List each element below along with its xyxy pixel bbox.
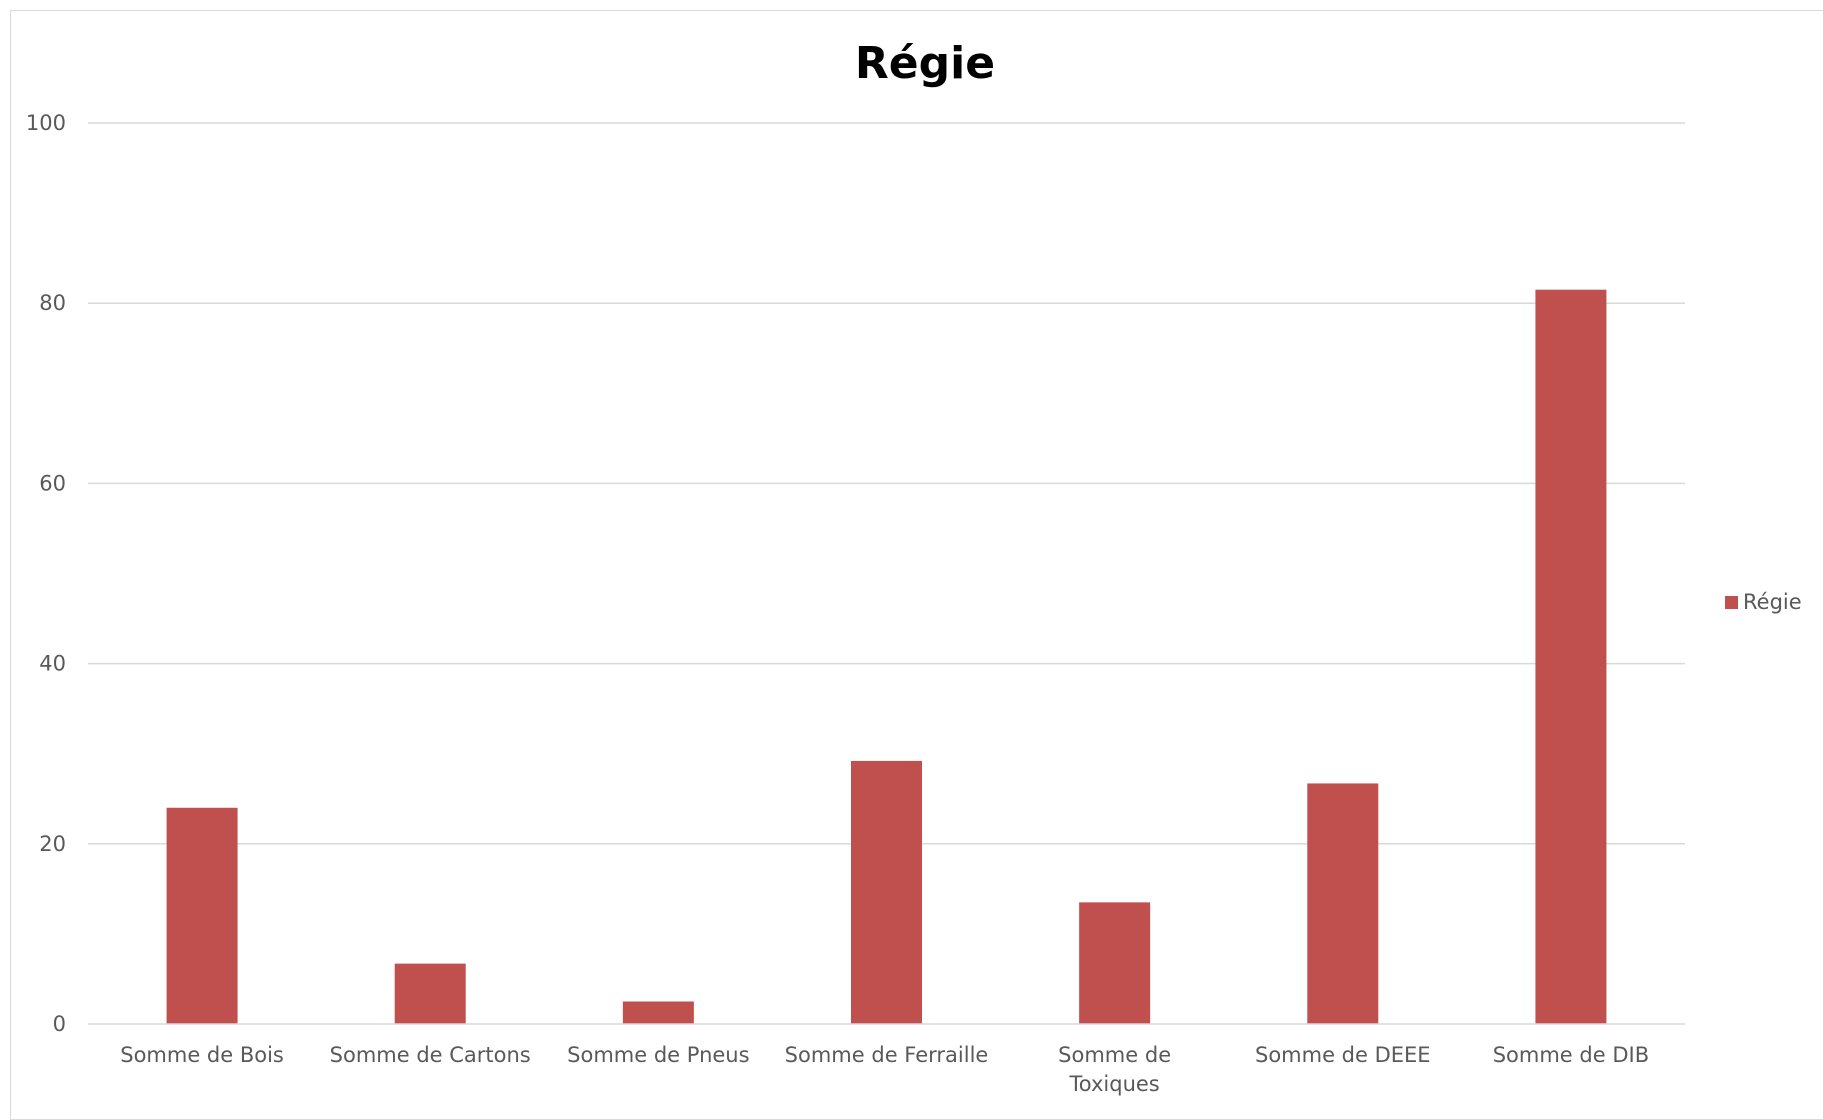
bars — [166, 289, 1607, 1024]
bar — [622, 1001, 694, 1024]
y-tick-label: 0 — [53, 1012, 66, 1036]
bar — [851, 760, 922, 1024]
x-axis-category-labels: Somme de Bois Somme de Cartons Somme de Pn… — [120, 1043, 1649, 1096]
y-tick-label: 80 — [39, 291, 66, 315]
x-tick-label: Somme de DIB — [1493, 1043, 1649, 1067]
legend-swatch — [1725, 596, 1738, 609]
x-tick-label: Toxiques — [1069, 1072, 1160, 1096]
x-tick-label: Somme de Bois — [120, 1043, 284, 1067]
bar — [1307, 783, 1379, 1024]
bar — [1535, 289, 1607, 1024]
y-tick-label: 40 — [39, 652, 66, 676]
x-tick-label: Somme de — [1058, 1043, 1171, 1067]
y-tick-label: 20 — [39, 832, 66, 856]
x-tick-label: Somme de Pneus — [567, 1043, 749, 1067]
y-tick-label: 100 — [26, 111, 66, 135]
bar — [1079, 902, 1151, 1024]
y-axis-ticks: 0 20 40 60 80 100 — [26, 111, 66, 1036]
x-tick-label: Somme de Ferraille — [785, 1043, 989, 1067]
gridlines — [88, 122, 1685, 845]
legend-label: Régie — [1743, 590, 1802, 614]
x-tick-label: Somme de DEEE — [1255, 1043, 1431, 1067]
bar — [394, 963, 466, 1024]
x-tick-label: Somme de Cartons — [330, 1043, 531, 1067]
chart-title: Régie — [855, 38, 995, 89]
bar — [166, 807, 238, 1024]
legend: Régie — [1725, 590, 1802, 614]
y-tick-label: 60 — [39, 471, 66, 495]
